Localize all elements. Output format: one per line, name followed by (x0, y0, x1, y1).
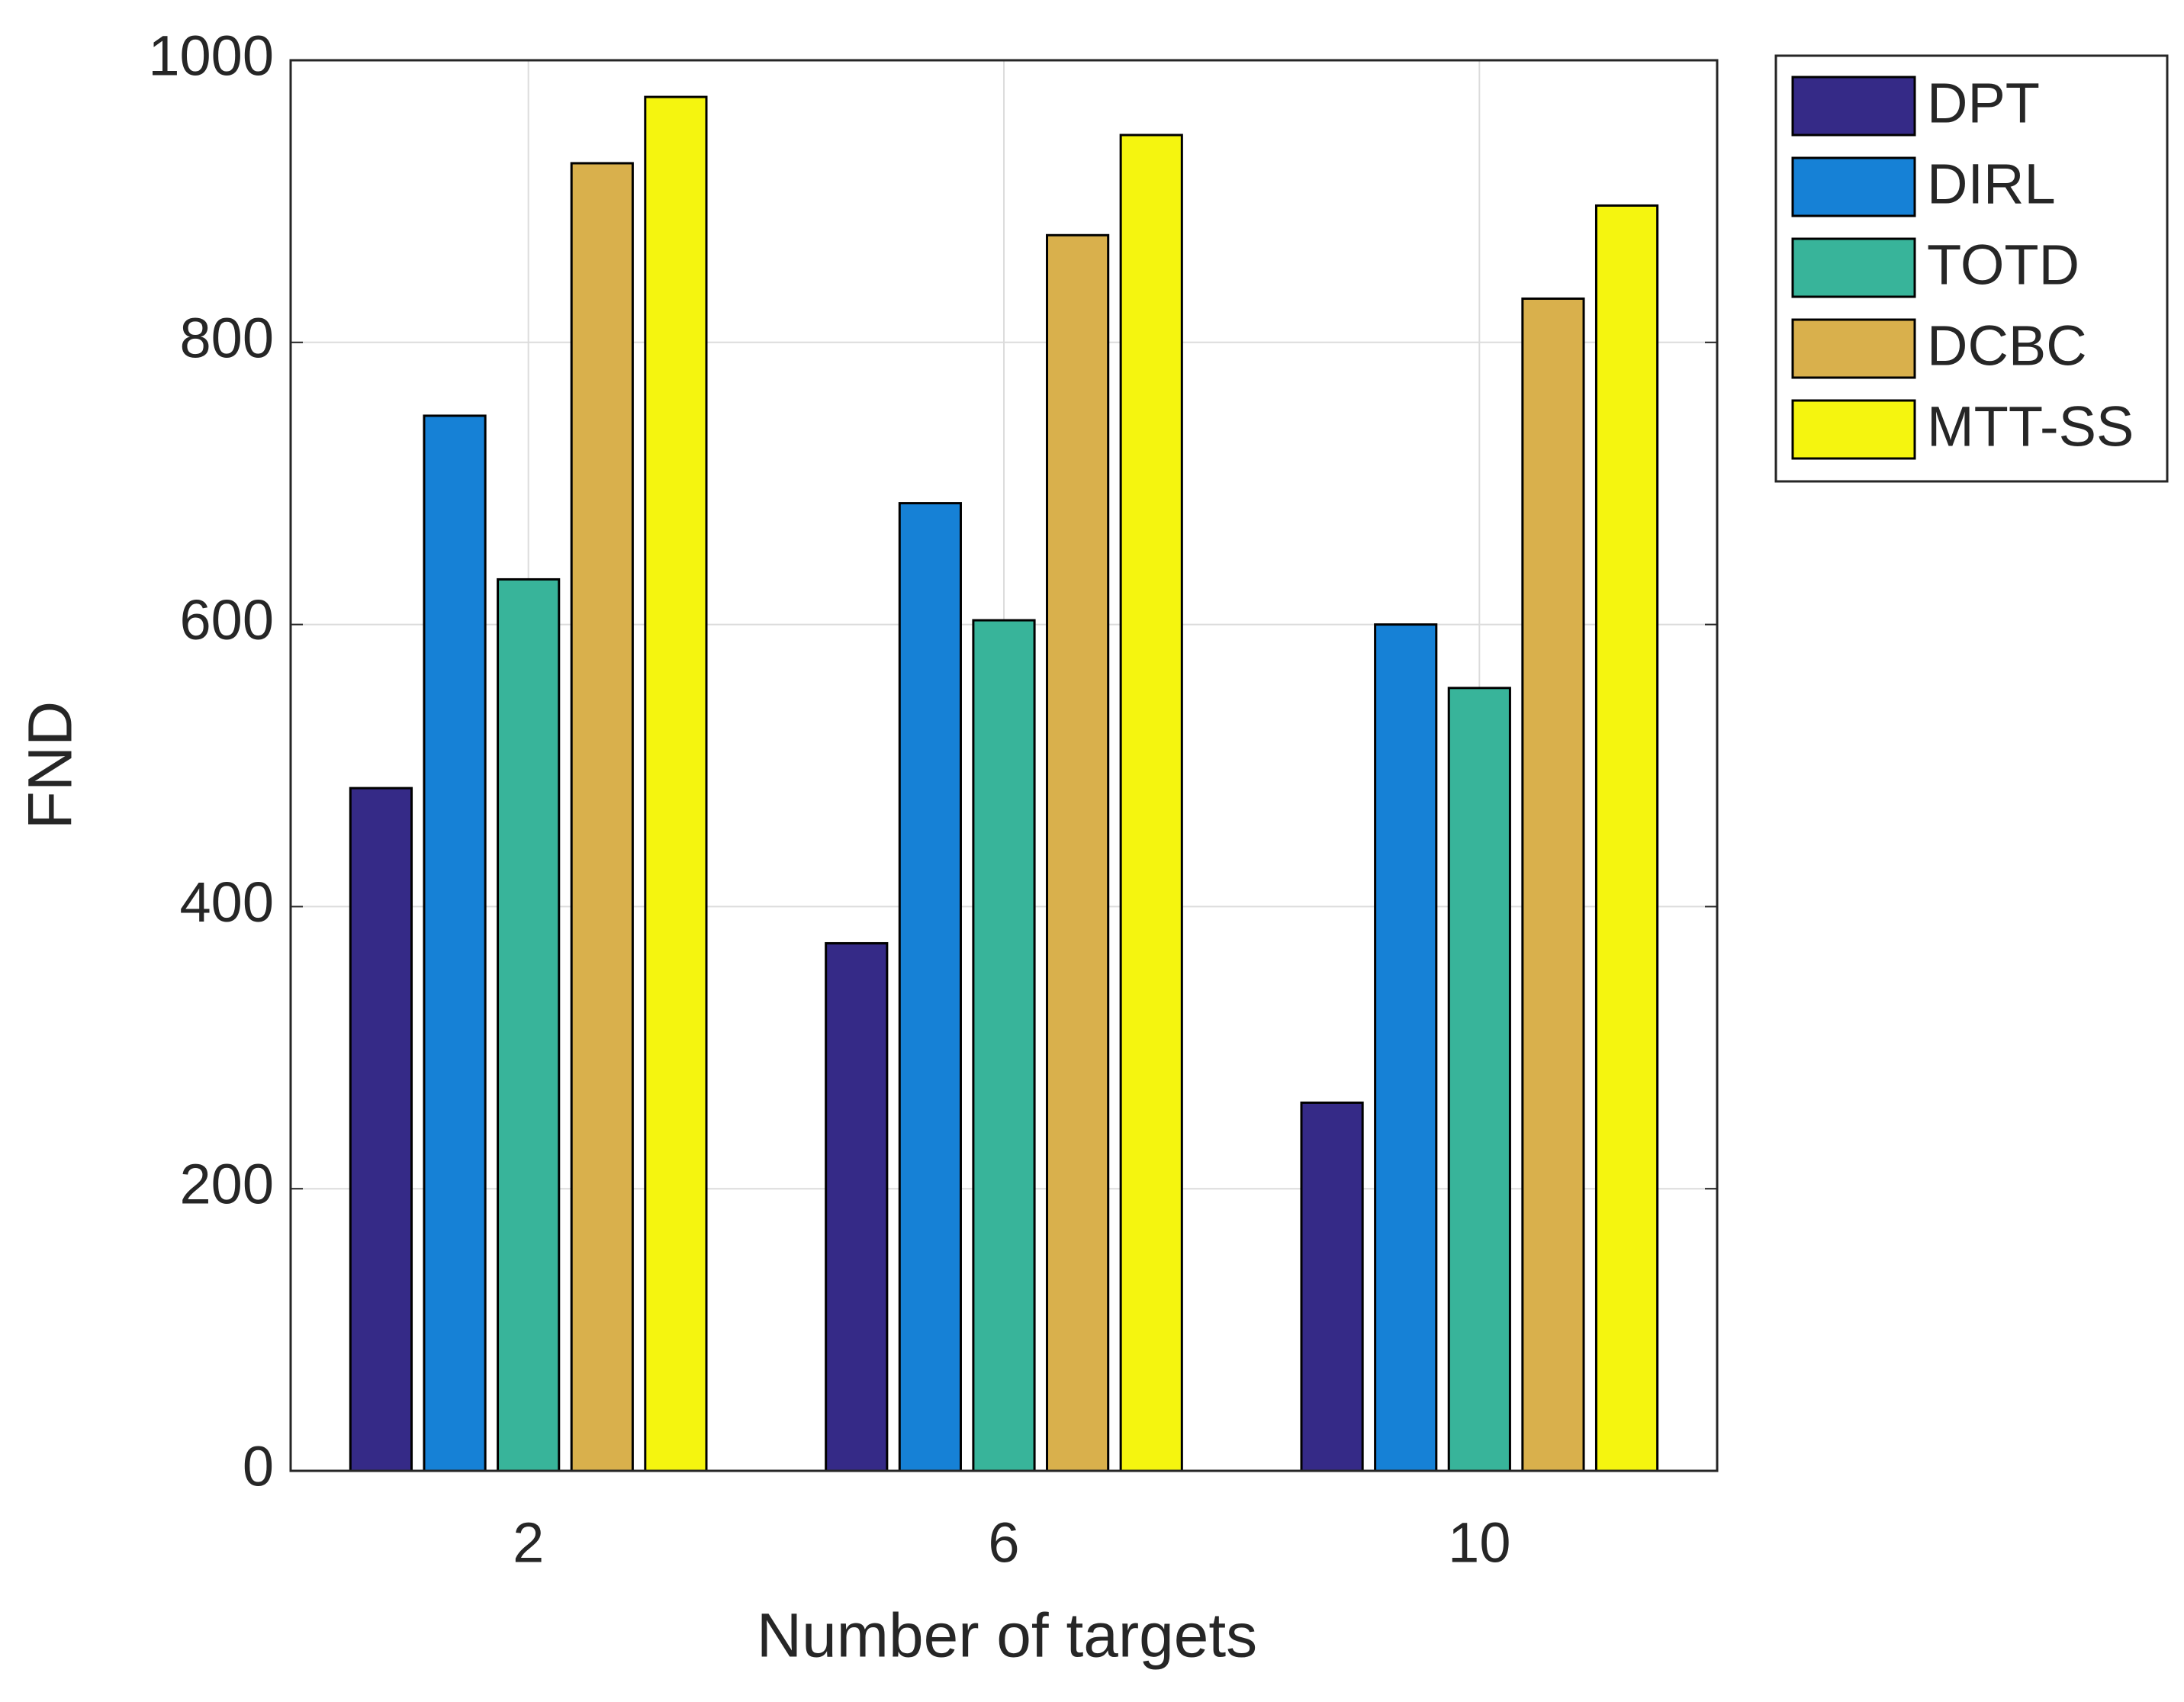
bar (423, 414, 487, 1472)
legend-label: MTT-SS (1927, 395, 2134, 458)
bar (1300, 1101, 1364, 1472)
bar (1046, 233, 1110, 1472)
legend-swatch (1791, 156, 1916, 217)
bar (898, 502, 962, 1472)
y-tick-label: 800 (180, 306, 274, 369)
y-tick-label: 0 (243, 1435, 274, 1498)
x-tick-label: 2 (513, 1511, 544, 1575)
bar (1374, 623, 1438, 1472)
legend-swatch (1791, 399, 1916, 460)
plot-frame (289, 59, 1719, 1472)
legend-label: DIRL (1927, 153, 2056, 216)
bar (570, 162, 634, 1472)
bar (644, 95, 708, 1472)
y-tick-label: 1000 (148, 24, 274, 88)
legend-swatch (1791, 237, 1916, 298)
legend-label: DPT (1927, 72, 2040, 135)
y-tick-label: 600 (180, 588, 274, 652)
x-tick-label: 10 (1448, 1511, 1510, 1575)
bar (497, 578, 561, 1472)
x-tick-label: 6 (988, 1511, 1019, 1575)
bar (1119, 134, 1183, 1472)
legend-swatch (1791, 76, 1916, 137)
x-axis-label: Number of targets (757, 1601, 1257, 1671)
y-tick-label: 200 (180, 1153, 274, 1216)
legend-swatch (1791, 318, 1916, 379)
legend-label: TOTD (1927, 233, 2079, 297)
bar (1521, 297, 1585, 1472)
bar (349, 787, 413, 1472)
bar (972, 619, 1036, 1472)
y-axis-label: FND (16, 701, 85, 830)
legend-label: DCBC (1927, 314, 2087, 378)
bar (825, 941, 889, 1472)
bar (1447, 687, 1511, 1472)
bar (1594, 204, 1659, 1472)
y-tick-label: 400 (180, 870, 274, 934)
